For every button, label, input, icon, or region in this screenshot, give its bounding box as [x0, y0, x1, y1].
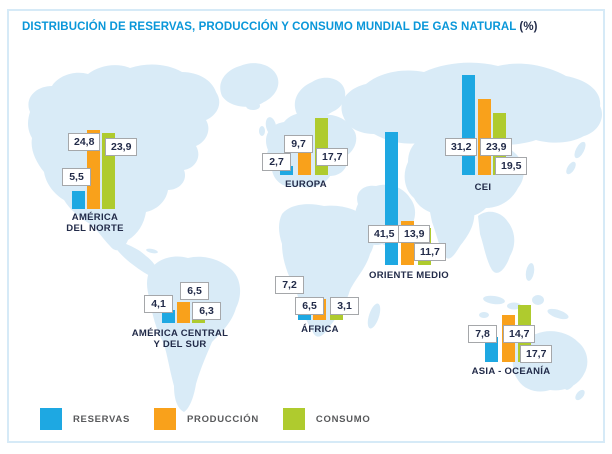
bar-produccion-america-central [177, 302, 190, 323]
chart-title-main: DISTRIBUCIÓN DE RESERVAS, PRODUCCIÓN Y C… [22, 21, 517, 33]
bar-reservas-oriente-medio [385, 132, 398, 265]
region-label-asia-oceania: ASIA - OCEANÍA [471, 366, 551, 377]
island-madagascar [367, 303, 381, 329]
value-label-reservas-america-central: 4,1 [144, 295, 173, 313]
region-central-america-land [112, 240, 158, 278]
value-label-consumo-africa: 3,1 [330, 297, 359, 315]
region-label-america-central: AMÉRICA CENTRAL Y DEL SUR [131, 328, 229, 350]
region-label-africa: ÁFRICA [301, 324, 339, 335]
value-label-reservas-oriente-medio: 41,5 [368, 225, 401, 243]
value-label-produccion-asia-oceania: 14,7 [503, 325, 536, 343]
legend-swatch-produccion [154, 408, 176, 430]
value-label-reservas-europa: 2,7 [262, 153, 291, 171]
value-label-consumo-europa: 17,7 [316, 148, 349, 166]
region-indochina [478, 211, 515, 273]
island-sumatra [483, 295, 505, 305]
region-label-oriente-medio: ORIENTE MEDIO [369, 270, 449, 281]
island-java [507, 302, 521, 310]
value-label-produccion-oriente-medio: 13,9 [398, 225, 431, 243]
bar-produccion-cei [478, 99, 491, 175]
island-greenland [220, 63, 279, 107]
bar-reservas-asia-oceania [485, 337, 498, 362]
value-label-consumo-america-central: 6,3 [192, 302, 221, 320]
legend-swatch-consumo [282, 408, 305, 430]
value-label-consumo-asia-oceania: 17,7 [520, 345, 553, 363]
island-new-zealand-2 [575, 389, 585, 401]
value-label-produccion-america-del-norte: 24,8 [68, 133, 101, 151]
island-japan-2 [566, 161, 576, 175]
legend-item-produccion: PRODUCCIÓN [154, 408, 259, 430]
value-label-reservas-america-del-norte: 5,5 [62, 168, 91, 186]
value-label-consumo-cei: 19,5 [495, 157, 528, 175]
island-borneo [532, 295, 544, 305]
region-label-cei: CEI [474, 182, 492, 193]
bar-reservas-cei [462, 75, 475, 175]
chart-title-unit: (%) [519, 21, 538, 33]
region-scandinavia [294, 77, 346, 121]
card-border [7, 9, 605, 443]
value-label-produccion-cei: 23,9 [480, 138, 513, 156]
legend-label-reservas: RESERVAS [73, 413, 130, 425]
value-label-consumo-america-del-norte: 23,9 [105, 138, 138, 156]
value-label-produccion-america-central: 6,5 [180, 282, 209, 300]
legend-label-consumo: CONSUMO [315, 413, 371, 425]
legend-swatch-reservas [40, 408, 62, 430]
island-ireland [259, 126, 265, 136]
region-label-america-del-norte: AMÉRICA DEL NORTE [66, 212, 124, 234]
bar-consumo-europa [315, 118, 328, 175]
bar-reservas-america-del-norte [72, 191, 85, 209]
region-india [429, 192, 475, 259]
chart-title: DISTRIBUCIÓN DE RESERVAS, PRODUCCIÓN Y C… [22, 21, 538, 33]
island-iceland [246, 102, 260, 110]
value-label-consumo-oriente-medio: 11,7 [414, 243, 446, 261]
legend-item-consumo: CONSUMO [282, 408, 371, 430]
bar-consumo-africa [330, 310, 343, 320]
legend-item-reservas: RESERVAS [40, 408, 130, 430]
value-label-reservas-cei: 31,2 [445, 138, 478, 156]
bar-reservas-america-central [162, 310, 175, 323]
value-label-reservas-asia-oceania: 7,8 [468, 325, 497, 343]
value-label-produccion-europa: 9,7 [284, 135, 313, 153]
legend-label-produccion: PRODUCCIÓN [187, 413, 259, 425]
region-label-europa: EUROPA [285, 179, 327, 190]
value-label-reservas-africa: 7,2 [275, 276, 304, 294]
island-new-zealand-1 [564, 378, 576, 390]
island-sulawesi [479, 312, 489, 318]
value-label-produccion-africa: 6,5 [295, 297, 324, 315]
island-caribbean [146, 248, 158, 254]
island-philippines [525, 263, 535, 281]
island-new-guinea [547, 308, 569, 320]
island-japan-1 [574, 141, 586, 159]
legend: RESERVAS PRODUCCIÓN CONSUMO [40, 408, 394, 430]
